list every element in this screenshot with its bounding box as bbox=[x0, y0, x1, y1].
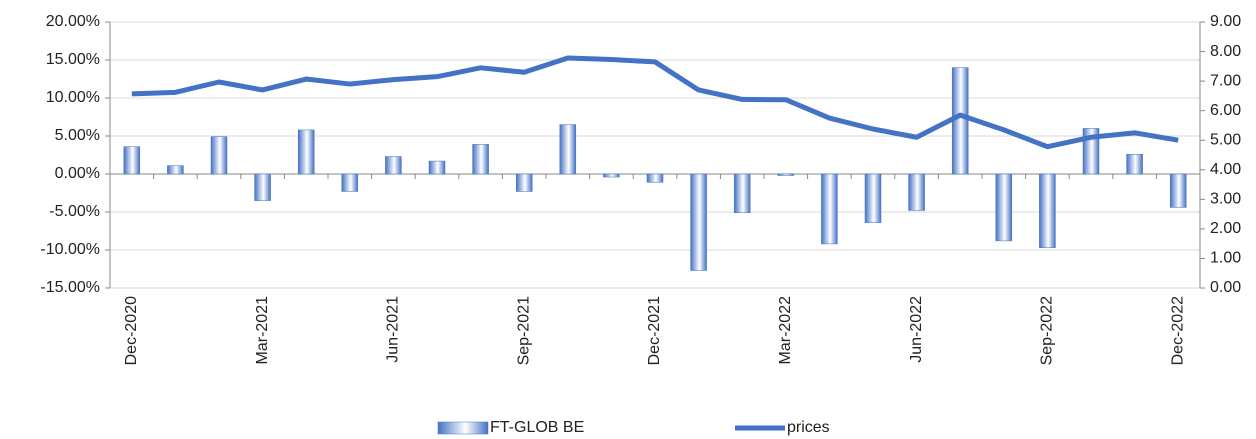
bar bbox=[428, 160, 446, 175]
bar bbox=[951, 67, 969, 175]
legend-label: FT-GLOB BE bbox=[490, 419, 584, 436]
legend-label: prices bbox=[787, 419, 830, 436]
bar bbox=[1169, 173, 1187, 208]
y2-tick-label: 3.00 bbox=[1210, 191, 1241, 208]
bar bbox=[646, 173, 664, 183]
y-tick-label: 10.00% bbox=[46, 89, 100, 106]
bar bbox=[472, 144, 489, 175]
bar bbox=[864, 173, 882, 223]
bar bbox=[210, 136, 228, 175]
y-tick-label: 5.00% bbox=[55, 127, 100, 144]
x-tick-label: Dec-2020 bbox=[123, 296, 140, 365]
bar bbox=[559, 124, 577, 175]
bar bbox=[690, 173, 707, 271]
bar bbox=[777, 173, 795, 176]
y-tick-label: -15.00% bbox=[40, 279, 100, 296]
y2-tick-label: 8.00 bbox=[1210, 43, 1241, 60]
price-line bbox=[131, 55, 1179, 150]
y-tick-label: 20.00% bbox=[46, 13, 100, 30]
y-tick-label: -5.00% bbox=[49, 203, 100, 220]
bar bbox=[995, 173, 1013, 242]
bar bbox=[733, 173, 751, 214]
bar bbox=[167, 165, 184, 175]
x-tick-label: Sep-2022 bbox=[1039, 296, 1056, 365]
y2-tick-label: 4.00 bbox=[1210, 161, 1241, 178]
x-tick-label: Dec-2021 bbox=[646, 296, 663, 365]
bar bbox=[341, 173, 359, 192]
x-tick-label: Mar-2022 bbox=[777, 296, 794, 365]
y2-tick-label: 9.00 bbox=[1210, 13, 1241, 30]
y2-tick-label: 2.00 bbox=[1210, 220, 1241, 237]
bar bbox=[908, 173, 925, 211]
bar bbox=[515, 173, 533, 192]
legend-swatch bbox=[437, 421, 489, 435]
bar bbox=[603, 173, 620, 178]
y-tick-label: 0.00% bbox=[55, 165, 100, 182]
x-tick-label: Jun-2021 bbox=[385, 296, 402, 363]
y2-tick-label: 0.00 bbox=[1210, 279, 1241, 296]
x-tick-label: Mar-2021 bbox=[254, 296, 271, 365]
bar bbox=[297, 129, 315, 175]
y2-tick-label: 6.00 bbox=[1210, 102, 1241, 119]
y-tick-label: 15.00% bbox=[46, 51, 100, 68]
bar bbox=[1126, 153, 1143, 175]
bar bbox=[254, 173, 271, 201]
y-tick-label: -10.00% bbox=[40, 241, 100, 258]
x-tick-label: Dec-2022 bbox=[1169, 296, 1186, 365]
bar bbox=[385, 156, 402, 175]
y2-tick-label: 1.00 bbox=[1210, 250, 1241, 267]
x-tick-label: Jun-2022 bbox=[908, 296, 925, 363]
bar bbox=[1039, 173, 1056, 248]
y2-tick-label: 5.00 bbox=[1210, 131, 1241, 148]
y2-tick-label: 7.00 bbox=[1210, 72, 1241, 89]
bar bbox=[821, 173, 838, 245]
x-tick-label: Sep-2021 bbox=[515, 296, 532, 365]
bar bbox=[123, 146, 141, 175]
